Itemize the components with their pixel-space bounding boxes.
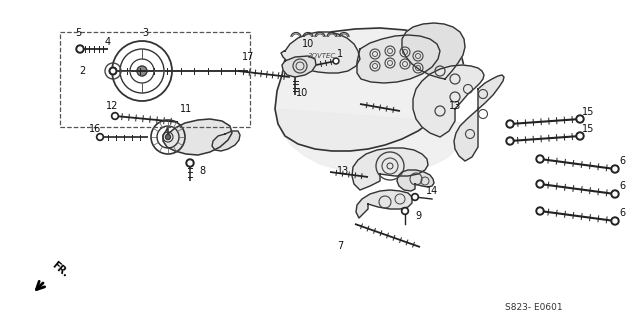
Polygon shape <box>357 35 440 83</box>
Circle shape <box>333 58 339 64</box>
Text: 2: 2 <box>79 66 85 76</box>
Circle shape <box>97 133 104 140</box>
Text: 3: 3 <box>142 28 148 38</box>
Circle shape <box>78 47 82 51</box>
Circle shape <box>538 157 542 161</box>
Polygon shape <box>275 109 463 173</box>
Circle shape <box>111 113 118 120</box>
Polygon shape <box>352 148 428 190</box>
Circle shape <box>613 167 617 171</box>
Text: 11: 11 <box>180 104 192 114</box>
Text: 12: 12 <box>106 101 118 111</box>
Polygon shape <box>282 56 316 77</box>
Polygon shape <box>454 75 504 161</box>
Polygon shape <box>413 65 484 137</box>
Text: 6: 6 <box>619 181 625 191</box>
Circle shape <box>611 190 619 198</box>
Circle shape <box>109 68 116 75</box>
Circle shape <box>412 194 419 201</box>
Polygon shape <box>281 32 360 73</box>
Circle shape <box>538 209 542 213</box>
Circle shape <box>611 165 619 173</box>
Text: 16: 16 <box>89 124 101 134</box>
Text: 13: 13 <box>449 101 461 111</box>
Text: 14: 14 <box>426 186 438 196</box>
Circle shape <box>506 120 514 128</box>
Polygon shape <box>163 119 232 155</box>
Text: 17: 17 <box>242 52 254 62</box>
Text: 6: 6 <box>619 156 625 166</box>
Circle shape <box>166 135 170 139</box>
Text: 9: 9 <box>415 211 421 221</box>
Circle shape <box>403 209 407 213</box>
Circle shape <box>536 207 544 215</box>
Text: 15: 15 <box>582 107 594 117</box>
Text: 5: 5 <box>75 28 81 38</box>
Circle shape <box>137 66 147 76</box>
Circle shape <box>536 180 544 188</box>
Circle shape <box>611 217 619 225</box>
Circle shape <box>508 122 512 126</box>
Circle shape <box>576 132 584 140</box>
Text: 8: 8 <box>199 166 205 176</box>
Circle shape <box>576 115 584 123</box>
Circle shape <box>536 155 544 163</box>
Circle shape <box>413 195 417 199</box>
Circle shape <box>111 69 115 73</box>
Circle shape <box>401 207 408 214</box>
Circle shape <box>578 117 582 121</box>
Text: 4: 4 <box>105 37 111 47</box>
Text: S823- E0601: S823- E0601 <box>505 302 563 311</box>
Circle shape <box>508 139 512 143</box>
Polygon shape <box>356 190 412 218</box>
Circle shape <box>613 219 617 223</box>
Text: 13: 13 <box>337 166 349 176</box>
Circle shape <box>578 134 582 138</box>
Text: FR.: FR. <box>50 260 70 279</box>
Circle shape <box>506 137 514 145</box>
Text: 3OVTEC: 3OVTEC <box>308 53 336 59</box>
Circle shape <box>613 192 617 196</box>
Circle shape <box>76 45 84 53</box>
Text: 10: 10 <box>302 39 314 49</box>
Circle shape <box>538 182 542 186</box>
Text: 7: 7 <box>337 241 343 251</box>
Text: 1: 1 <box>337 49 343 59</box>
Text: 15: 15 <box>582 124 594 134</box>
Polygon shape <box>397 170 434 191</box>
Circle shape <box>186 159 194 167</box>
Polygon shape <box>212 131 240 151</box>
Text: 6: 6 <box>619 208 625 218</box>
Circle shape <box>188 161 192 165</box>
Circle shape <box>99 135 102 139</box>
Polygon shape <box>275 28 465 151</box>
Polygon shape <box>402 23 465 79</box>
Circle shape <box>335 60 337 63</box>
Text: 10: 10 <box>296 88 308 98</box>
Circle shape <box>113 114 116 118</box>
